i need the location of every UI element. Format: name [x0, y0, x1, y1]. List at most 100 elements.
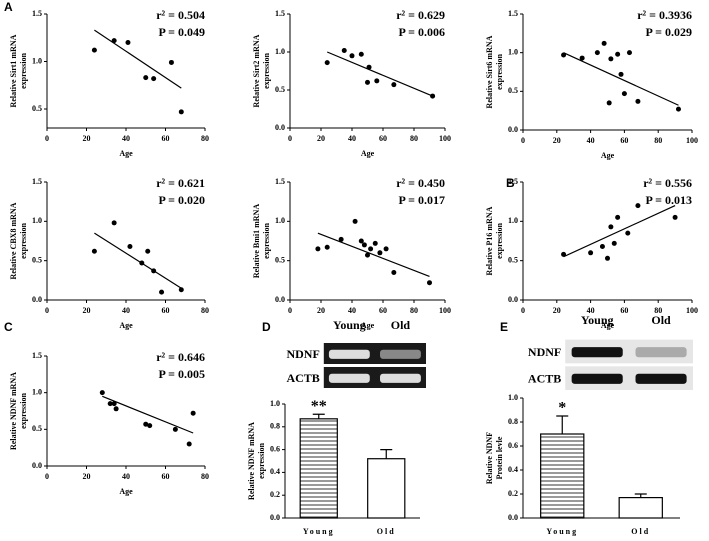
point	[615, 214, 621, 220]
band-label: ACTB	[286, 371, 319, 385]
stat-text: r² = 0.621	[156, 176, 205, 190]
y-tick-label: 1.5	[275, 9, 285, 18]
y-axis-label: expression	[262, 53, 271, 89]
y-tick-label: 1.0	[32, 56, 42, 65]
y-tick-label: 0.0	[508, 295, 518, 304]
point	[349, 53, 355, 59]
point	[178, 109, 184, 115]
point	[621, 91, 627, 97]
x-tick-label: 100	[439, 306, 451, 315]
panel-letter: B	[506, 176, 515, 190]
x-tick-label: 0	[288, 306, 292, 315]
point	[361, 242, 367, 248]
stat-text: r² = 0.3936	[637, 8, 692, 22]
trend-line	[317, 232, 430, 277]
point	[352, 218, 358, 224]
x-tick-label: 40	[122, 134, 130, 143]
point	[618, 71, 624, 77]
x-tick-label: 20	[83, 134, 91, 143]
y-axis-label: Relative Sirt1 mRNA	[9, 34, 18, 107]
point	[341, 47, 347, 53]
blot-band	[635, 347, 687, 358]
point	[111, 401, 117, 407]
stat-text: P = 0.049	[158, 25, 205, 39]
x-tick-label: 20	[317, 306, 325, 315]
point	[172, 426, 178, 432]
x-axis-label: Age	[119, 487, 133, 496]
stat-text: P = 0.029	[645, 25, 692, 39]
y-axis-label: expression	[19, 53, 28, 89]
panel-letter: A	[4, 0, 13, 14]
x-axis-label: Age	[601, 151, 615, 160]
y-tick-label: 1.5	[32, 9, 42, 18]
point	[358, 51, 364, 57]
blot-band	[328, 373, 370, 383]
point	[611, 240, 617, 246]
y-tick-label: 0.6	[508, 441, 518, 450]
point	[147, 423, 153, 429]
y-axis-label: Relative Sirt6 mRNA	[485, 35, 494, 108]
point	[427, 280, 432, 286]
x-tick-label: 80	[201, 134, 209, 143]
x-tick-label: 60	[162, 306, 170, 315]
trend-line	[94, 29, 182, 89]
x-axis-label: Age	[361, 149, 375, 158]
y-tick-label: 1.5	[275, 177, 285, 186]
x-tick-label: 0	[521, 136, 525, 145]
lane-label: Old	[391, 318, 411, 332]
x-tick-label: 20	[317, 134, 325, 143]
x-tick-label: 80	[201, 306, 209, 315]
y-tick-label: 1.0	[275, 47, 285, 56]
point	[635, 203, 641, 209]
x-tick-label: 40	[348, 306, 356, 315]
y-tick-label: 1.0	[508, 393, 518, 402]
point	[391, 269, 397, 275]
y-tick-label: 1.5	[508, 9, 518, 18]
y-tick-label: 0.8	[508, 417, 518, 426]
x-tick-label: 20	[553, 306, 561, 315]
x-tick-label: 40	[348, 134, 356, 143]
significance: **	[311, 398, 327, 415]
point	[111, 38, 117, 44]
x-axis-label: Age	[361, 321, 375, 330]
stat-text: r² = 0.629	[396, 8, 445, 22]
y-tick-label: 0.0	[508, 513, 518, 522]
y-tick-label: 0.5	[32, 104, 42, 113]
blot-strip	[565, 366, 693, 390]
band-label: NDNF	[286, 347, 319, 361]
y-tick-label: 0.5	[32, 424, 42, 433]
point	[125, 40, 131, 45]
y-axis-label: Relative NDNF mRNA	[247, 422, 256, 500]
point	[374, 78, 380, 84]
point	[159, 289, 165, 295]
x-tick-label: 40	[122, 306, 130, 315]
point	[190, 410, 196, 416]
y-tick-label: 0.6	[270, 444, 280, 453]
panel-letter: C	[4, 320, 13, 334]
x-tick-label: 40	[122, 472, 130, 481]
point	[372, 240, 378, 246]
point	[561, 52, 567, 58]
point	[605, 255, 610, 261]
y-tick-label: 0.4	[508, 465, 518, 474]
point	[324, 244, 330, 250]
point	[315, 246, 321, 252]
error-bar	[634, 493, 647, 498]
y-tick-label: 1.5	[32, 177, 42, 186]
x-tick-label: 60	[379, 134, 387, 143]
y-axis-label: expression	[495, 223, 504, 259]
point	[139, 260, 145, 266]
x-axis-label: Age	[119, 321, 133, 330]
band-label: NDNF	[528, 345, 561, 359]
blot-band	[328, 349, 370, 359]
y-tick-label: 0.5	[508, 86, 518, 95]
point	[99, 390, 105, 396]
x-tick-label: 80	[410, 134, 418, 143]
y-axis-label: Relative CBX8 mRNA	[9, 202, 18, 279]
band-label: ACTB	[528, 371, 561, 385]
blot-band	[571, 373, 623, 384]
point	[365, 79, 370, 85]
blot-band	[635, 373, 687, 384]
lane-label: Young	[581, 313, 614, 327]
